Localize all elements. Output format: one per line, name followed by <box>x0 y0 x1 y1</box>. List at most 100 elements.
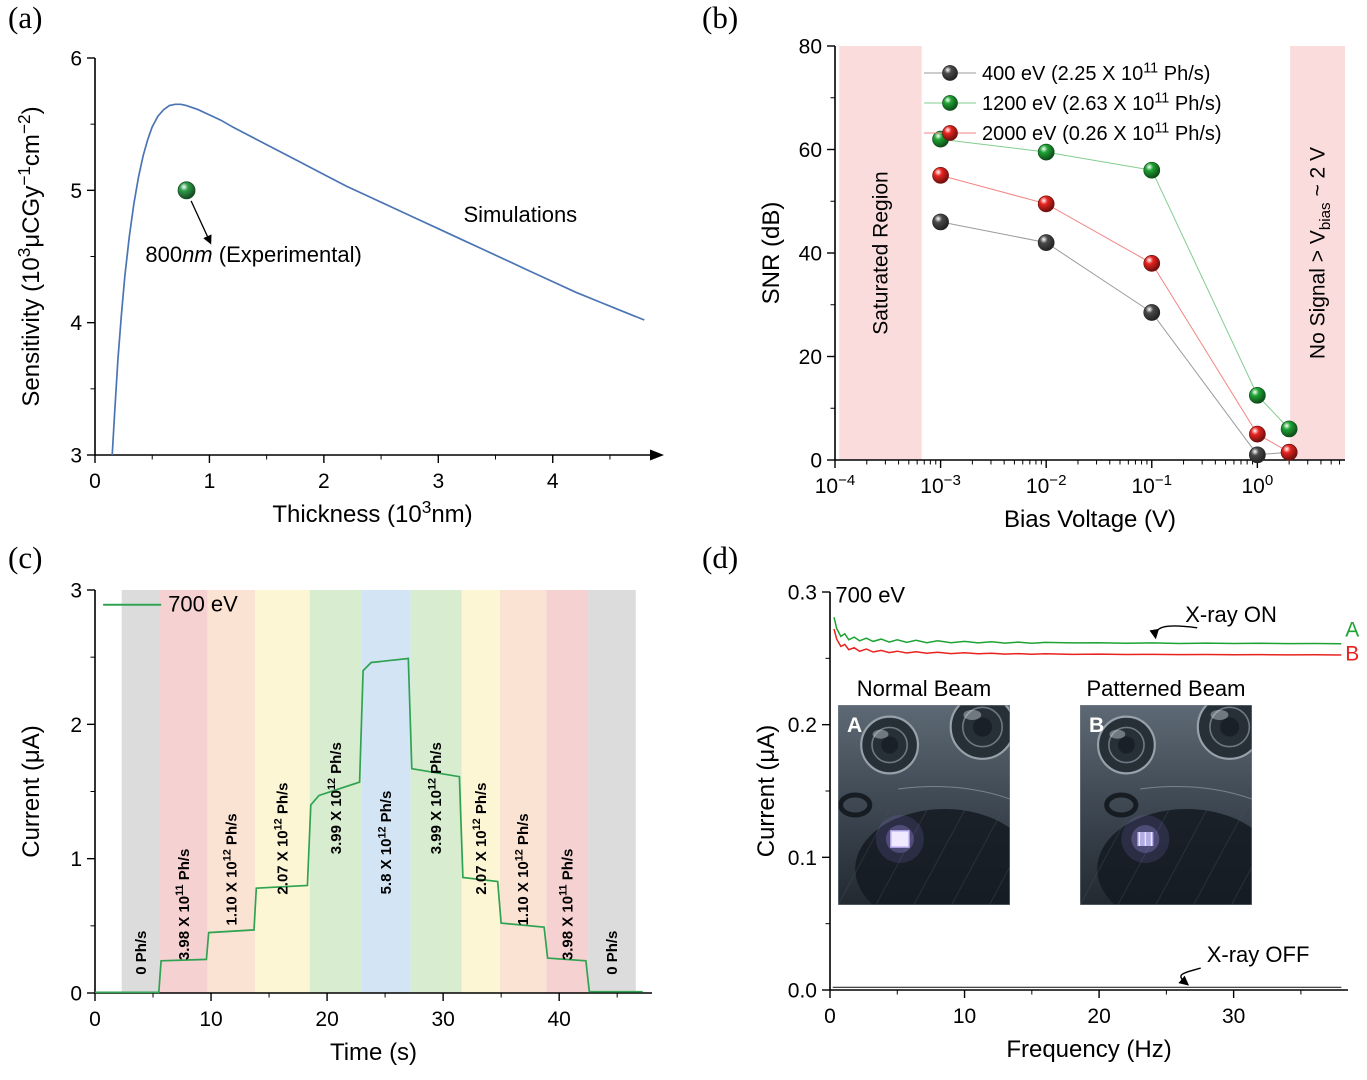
screw-center <box>1117 736 1135 754</box>
series-line-2 <box>940 174 1290 453</box>
experimental-arrow <box>190 200 212 245</box>
data-point <box>1037 195 1055 213</box>
streak <box>988 865 1010 905</box>
x-tick-label: 0 <box>824 1005 836 1028</box>
axes: 0 10 20 30 40 0 1 2 3 Time (s) Current (μA) <box>18 580 652 1066</box>
shaded-region-1 <box>1290 46 1345 460</box>
panel-b-label: (b) <box>702 0 739 35</box>
flux-band-label: 1.10 X 1012 Ph/s <box>222 813 241 925</box>
x-tick-label: 10 <box>199 1008 222 1031</box>
x-tick-label: 0 <box>89 470 101 493</box>
screw-center <box>1220 717 1240 737</box>
panel-d: (d) 0 10 20 30 0.0 0.1 0.2 0.3 Frequency (Hz) Cur… <box>684 540 1367 1080</box>
panel-a-plot: 0 1 2 3 4 3 4 5 6 Thickness (103nm) Sensitivity (1… <box>14 48 664 528</box>
legend-marker <box>942 95 958 111</box>
y-tick-label: 0 <box>70 983 82 1006</box>
y-axis-title: SNR (dB) <box>758 202 785 305</box>
y-tick-label: 3 <box>70 580 82 603</box>
legend-label: 1200 eV (2.63 X 1011 Ph/s) <box>982 90 1222 115</box>
x-tick-label: 40 <box>547 1008 570 1031</box>
x-tick-label: 10 <box>953 1005 976 1028</box>
data-point <box>1249 386 1266 404</box>
x-tick-label: 20 <box>1087 1005 1110 1028</box>
x-tick-label: 30 <box>1222 1005 1245 1028</box>
experimental-label: 800nm (Experimental) <box>145 242 361 267</box>
y-axis-title: Current (μA) <box>753 725 780 858</box>
y-tick-label: 4 <box>70 312 82 335</box>
wire-loop <box>838 792 873 818</box>
x-tick-label: 10−2 <box>1026 472 1067 498</box>
x-tick-label: 3 <box>432 470 444 493</box>
current-trace <box>95 657 643 994</box>
line-label-B: B <box>1345 642 1359 665</box>
xray-off-label: X-ray OFF <box>1207 942 1310 967</box>
saturated-region-label: Saturated Region <box>869 171 892 334</box>
experimental-point <box>177 181 196 200</box>
y-tick-label: 2 <box>70 714 82 737</box>
panel-c: (c) 0 10 20 30 40 0 1 2 3 Time (s) Current (μA) 0 P… <box>0 540 683 1080</box>
inset-title-0: Normal Beam <box>857 676 991 701</box>
data-point <box>1143 304 1161 321</box>
streak <box>875 808 928 905</box>
streak <box>1080 808 1133 905</box>
x-tick-label: 100 <box>1241 472 1273 498</box>
streak <box>1155 808 1208 905</box>
streak <box>913 808 966 905</box>
legend-label: 700 eV <box>168 591 238 616</box>
flux-band-label: 2.07 X 1012 Ph/s <box>273 782 292 894</box>
x-tick-label: 1 <box>204 470 216 493</box>
streak <box>838 808 891 905</box>
flux-band-label: 0 Ph/s <box>133 931 150 975</box>
y-tick-label: 20 <box>799 346 822 369</box>
legend-marker <box>942 125 958 141</box>
x-tick-label: 10−1 <box>1131 472 1172 498</box>
screw-ring <box>1209 706 1251 748</box>
y-axis-title: Current (μA) <box>18 725 45 858</box>
flux-band-4 <box>309 590 362 993</box>
flux-band-label: 0 Ph/s <box>604 931 621 975</box>
flux-band-3 <box>255 590 310 993</box>
wire-loop <box>1104 792 1139 818</box>
y-tick-label: 0 <box>810 450 822 473</box>
flux-band-6 <box>410 590 462 993</box>
xray-on-arrow <box>1149 625 1198 640</box>
y-tick-label: 40 <box>799 243 822 266</box>
data-point <box>1037 143 1055 161</box>
flux-band-2 <box>207 590 256 993</box>
x-tick-label: 2 <box>318 470 330 493</box>
data-point <box>1249 446 1266 464</box>
panel-a: (a) 0 1 2 3 4 3 4 5 6 Thickness (103nm) Sensitivit… <box>0 0 683 540</box>
panel-d-plot: 0 10 20 30 0.0 0.1 0.2 0.3 Frequency (Hz) Current… <box>753 582 1359 1064</box>
y-tick-label: 0.3 <box>788 582 817 605</box>
x-axis-title: Time (s) <box>330 1039 417 1066</box>
wire <box>1140 786 1252 800</box>
shaded-region-0 <box>839 46 922 460</box>
streak <box>1193 808 1246 905</box>
axes: 0 1 2 3 4 3 4 5 6 Thickness (103nm) Sensitivity (1… <box>14 48 664 528</box>
flux-band-label: 3.99 X 1012 Ph/s <box>326 742 345 854</box>
flux-band-label: 3.99 X 1012 Ph/s <box>426 742 445 854</box>
x-tick-label: 30 <box>431 1008 454 1031</box>
y-tick-label: 1 <box>70 848 82 871</box>
axes: 0 10 20 30 0.0 0.1 0.2 0.3 Frequency (Hz) Current… <box>753 582 1348 1063</box>
y-tick-label: 0.0 <box>788 980 817 1003</box>
inset-photo-patterned-beam <box>1080 705 1252 905</box>
x-axis-title: Bias Voltage (V) <box>1004 506 1176 533</box>
panel-a-label: (a) <box>8 0 43 35</box>
x-tick-label: 10−4 <box>815 472 856 498</box>
xray-off-arrow <box>1178 967 1201 986</box>
inset-photo-normal-beam <box>838 705 1010 905</box>
flux-band-5 <box>361 590 411 993</box>
flux-band-label: 3.98 X 1011 Ph/s <box>174 849 193 961</box>
data-point <box>1143 255 1161 272</box>
data-point <box>1037 234 1055 251</box>
screw-highlight <box>1210 709 1229 720</box>
y-tick-label: 0.2 <box>788 714 817 737</box>
x-tick-label: 20 <box>315 1008 338 1031</box>
flux-band-label: 1.10 X 1012 Ph/s <box>513 813 532 925</box>
panel-c-plot: 0 10 20 30 40 0 1 2 3 Time (s) Current (μA) 0 Ph/s 3… <box>18 580 652 1066</box>
flux-band-label: 5.8 X 1012 Ph/s <box>377 791 396 895</box>
beam-square <box>890 830 910 848</box>
flux-band-0 <box>121 590 160 993</box>
